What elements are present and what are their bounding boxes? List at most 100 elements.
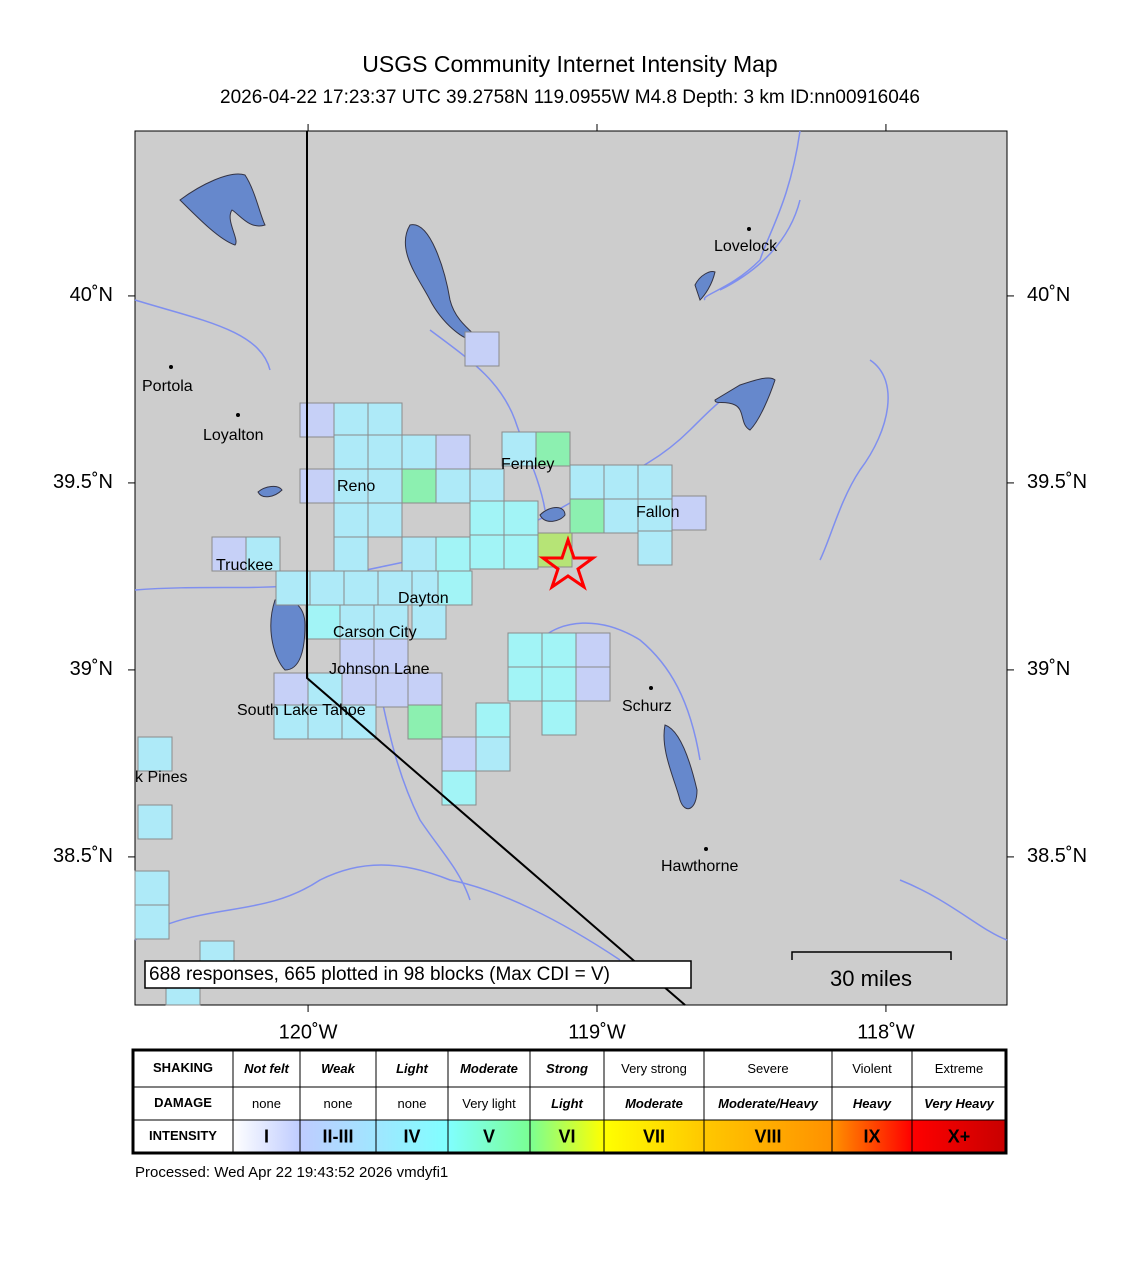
city-label: Reno bbox=[337, 478, 375, 495]
legend-damage: Very light bbox=[462, 1096, 516, 1111]
cdi-block bbox=[569, 498, 605, 534]
cdi-block bbox=[339, 604, 375, 640]
cdi-block bbox=[333, 402, 369, 438]
cdi-block bbox=[637, 464, 673, 500]
legend-damage: Very Heavy bbox=[924, 1096, 994, 1111]
map: Lovelock Portola Loyalton Fernley Reno Fallon… bbox=[53, 124, 1087, 1043]
legend-row-label: INTENSITY bbox=[149, 1128, 217, 1143]
cdi-block bbox=[134, 904, 170, 940]
cdi-block bbox=[273, 704, 309, 740]
cdi-block bbox=[569, 464, 605, 500]
cdi-block bbox=[367, 434, 403, 470]
intensity-swatch bbox=[912, 1120, 1006, 1153]
cdi-block bbox=[441, 770, 477, 806]
cdi-block bbox=[435, 434, 471, 470]
legend-damage: Moderate bbox=[625, 1096, 683, 1111]
title: USGS Community Internet Intensity Map bbox=[362, 51, 777, 77]
cdi-block bbox=[503, 534, 539, 570]
legend-intensity: II-III bbox=[323, 1126, 354, 1146]
cdi-block bbox=[541, 700, 577, 736]
cdi-block bbox=[333, 536, 369, 572]
legend-damage: none bbox=[324, 1096, 353, 1111]
cdi-block bbox=[469, 468, 505, 504]
city-label: Loyalton bbox=[203, 427, 264, 444]
intensity-swatch bbox=[300, 1120, 376, 1153]
city-label: Portola bbox=[142, 378, 193, 395]
cdi-block bbox=[305, 604, 341, 640]
lat-tick-label: 39˚N bbox=[70, 658, 113, 680]
cdi-block bbox=[537, 532, 573, 568]
state-borders bbox=[306, 131, 686, 1006]
cdi-block bbox=[475, 736, 511, 772]
epicenter bbox=[538, 535, 598, 591]
legend-intensity: IX bbox=[863, 1126, 880, 1146]
legend-damage: none bbox=[398, 1096, 427, 1111]
cdi-block bbox=[469, 534, 505, 570]
cdi-block bbox=[299, 468, 335, 504]
cdi-block bbox=[375, 672, 411, 708]
legend-row-label: DAMAGE bbox=[154, 1095, 212, 1110]
city-dot bbox=[236, 413, 240, 417]
cdi-block bbox=[373, 604, 409, 640]
lat-tick-label: 38.5˚N bbox=[53, 845, 113, 867]
lat-tick-label: 40˚N bbox=[70, 284, 113, 306]
city-label: Johnson Lane bbox=[329, 661, 430, 678]
cdi-block bbox=[535, 431, 571, 467]
cdi-block bbox=[603, 498, 639, 534]
cdi-block bbox=[407, 704, 443, 740]
legend-intensity: I bbox=[264, 1126, 269, 1146]
city-label: Lovelock bbox=[714, 238, 778, 255]
cdi-block bbox=[137, 736, 173, 772]
cdi-block bbox=[464, 331, 500, 367]
city-label: Dayton bbox=[398, 590, 449, 607]
legend-damage: Heavy bbox=[853, 1096, 892, 1111]
cdi-block bbox=[299, 402, 335, 438]
city-label: k Pines bbox=[135, 769, 187, 786]
cdi-block bbox=[401, 468, 437, 504]
cdi-block bbox=[441, 736, 477, 772]
city-dot bbox=[649, 686, 653, 690]
cdi-block bbox=[637, 498, 673, 534]
legend-intensity: V bbox=[483, 1126, 495, 1146]
cdi-block bbox=[575, 666, 611, 702]
legend-shaking: Severe bbox=[747, 1061, 788, 1076]
subtitle: 2026-04-22 17:23:37 UTC 39.2758N 119.095… bbox=[220, 87, 920, 108]
city-label: Fallon bbox=[636, 504, 680, 521]
cdi-block bbox=[309, 570, 345, 606]
city-dot bbox=[704, 847, 708, 851]
cdi-block bbox=[541, 666, 577, 702]
lat-tick-label: 39.5˚N bbox=[1027, 471, 1087, 493]
lat-tick-label: 40˚N bbox=[1027, 284, 1070, 306]
cdi-block bbox=[435, 468, 471, 504]
cdi-block bbox=[343, 570, 379, 606]
cdi-block bbox=[333, 434, 369, 470]
legend-intensity: VII bbox=[643, 1126, 665, 1146]
city-label: South Lake Tahoe bbox=[237, 702, 366, 719]
lon-tick-label: 120˚W bbox=[279, 1021, 338, 1043]
cdi-block bbox=[541, 632, 577, 668]
intensity-swatch bbox=[832, 1120, 912, 1153]
lat-tick-label: 39.5˚N bbox=[53, 471, 113, 493]
cdi-block bbox=[367, 402, 403, 438]
intensity-swatch bbox=[448, 1120, 530, 1153]
cdi-block bbox=[134, 870, 170, 906]
city-label: Truckee bbox=[216, 557, 273, 574]
legend-row-label: SHAKING bbox=[153, 1060, 213, 1075]
intensity-swatch bbox=[530, 1120, 604, 1153]
cdi-block bbox=[503, 500, 539, 536]
cdi-block bbox=[367, 502, 403, 538]
cdi-block bbox=[507, 632, 543, 668]
legend-damage: Moderate/Heavy bbox=[718, 1096, 818, 1111]
city-label: Fernley bbox=[501, 456, 554, 473]
legend-shaking: Light bbox=[396, 1061, 428, 1076]
cdi-block bbox=[671, 495, 707, 531]
cdi-block bbox=[333, 468, 369, 504]
rivers bbox=[134, 130, 1008, 961]
cdi-block bbox=[469, 500, 505, 536]
city-dot bbox=[747, 227, 751, 231]
cdi-block bbox=[137, 804, 173, 840]
lon-tick-label: 119˚W bbox=[568, 1021, 626, 1043]
responses-note: 688 responses, 665 plotted in 98 blocks … bbox=[149, 964, 610, 985]
cdi-block bbox=[333, 502, 369, 538]
legend-intensity: IV bbox=[403, 1126, 420, 1146]
